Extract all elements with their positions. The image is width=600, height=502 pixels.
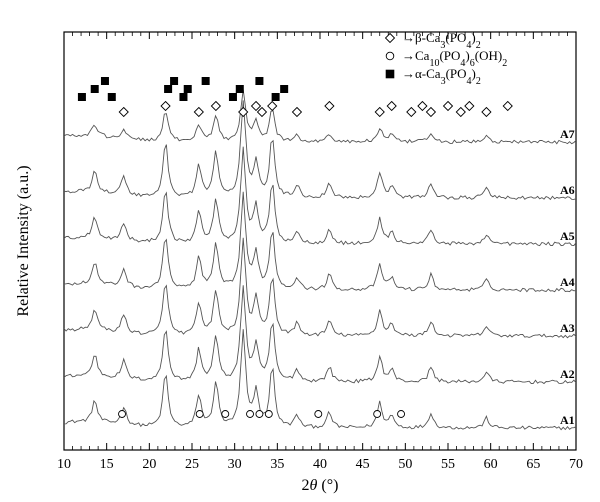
marker-circle-icon: [222, 411, 229, 418]
marker-square-icon: [101, 78, 108, 85]
x-axis-title: 2θ (°): [302, 477, 339, 494]
marker-square-icon: [78, 94, 85, 101]
x-tick-label: 40: [313, 457, 327, 472]
marker-circle-icon: [256, 411, 263, 418]
marker-square-icon: [272, 94, 279, 101]
series-label: A3: [560, 321, 575, 335]
marker-square-icon: [256, 78, 263, 85]
marker-circle-icon: [398, 411, 405, 418]
series-label: A4: [560, 275, 575, 289]
x-tick-label: 50: [398, 457, 412, 472]
series-label: A5: [560, 229, 575, 243]
x-tick-label: 30: [228, 457, 242, 472]
x-tick-label: 45: [356, 457, 370, 472]
x-tick-label: 35: [270, 457, 284, 472]
legend-circle-icon: [386, 52, 394, 60]
marker-circle-icon: [374, 411, 381, 418]
x-tick-label: 65: [526, 457, 540, 472]
marker-circle-icon: [196, 411, 203, 418]
series-label: A2: [560, 367, 575, 381]
marker-square-icon: [180, 94, 187, 101]
x-tick-label: 15: [100, 457, 114, 472]
marker-square-icon: [236, 86, 243, 93]
marker-square-icon: [281, 86, 288, 93]
marker-square-icon: [184, 86, 191, 93]
legend-square-icon: [386, 70, 394, 78]
x-tick-label: 20: [142, 457, 156, 472]
marker-square-icon: [171, 78, 178, 85]
x-tick-label: 25: [185, 457, 199, 472]
marker-circle-icon: [119, 411, 126, 418]
series-label: A6: [560, 183, 575, 197]
x-tick-label: 55: [441, 457, 455, 472]
x-tick-label: 60: [484, 457, 498, 472]
marker-circle-icon: [247, 411, 254, 418]
marker-square-icon: [91, 86, 98, 93]
marker-square-icon: [202, 78, 209, 85]
marker-circle-icon: [315, 411, 322, 418]
marker-square-icon: [108, 94, 115, 101]
marker-square-icon: [165, 86, 172, 93]
y-axis-title: Relative Intensity (a.u.): [15, 165, 32, 316]
xrd-chart: 10 15 20 25 30 35 40 45 50 55 60 65 70 2θ (°) Relative…: [0, 0, 600, 502]
marker-square-icon: [229, 94, 236, 101]
series-label: A7: [560, 127, 575, 141]
x-tick-label: 10: [57, 457, 71, 472]
x-tick-label: 70: [569, 457, 583, 472]
marker-circle-icon: [265, 411, 272, 418]
series-label: A1: [560, 413, 575, 427]
